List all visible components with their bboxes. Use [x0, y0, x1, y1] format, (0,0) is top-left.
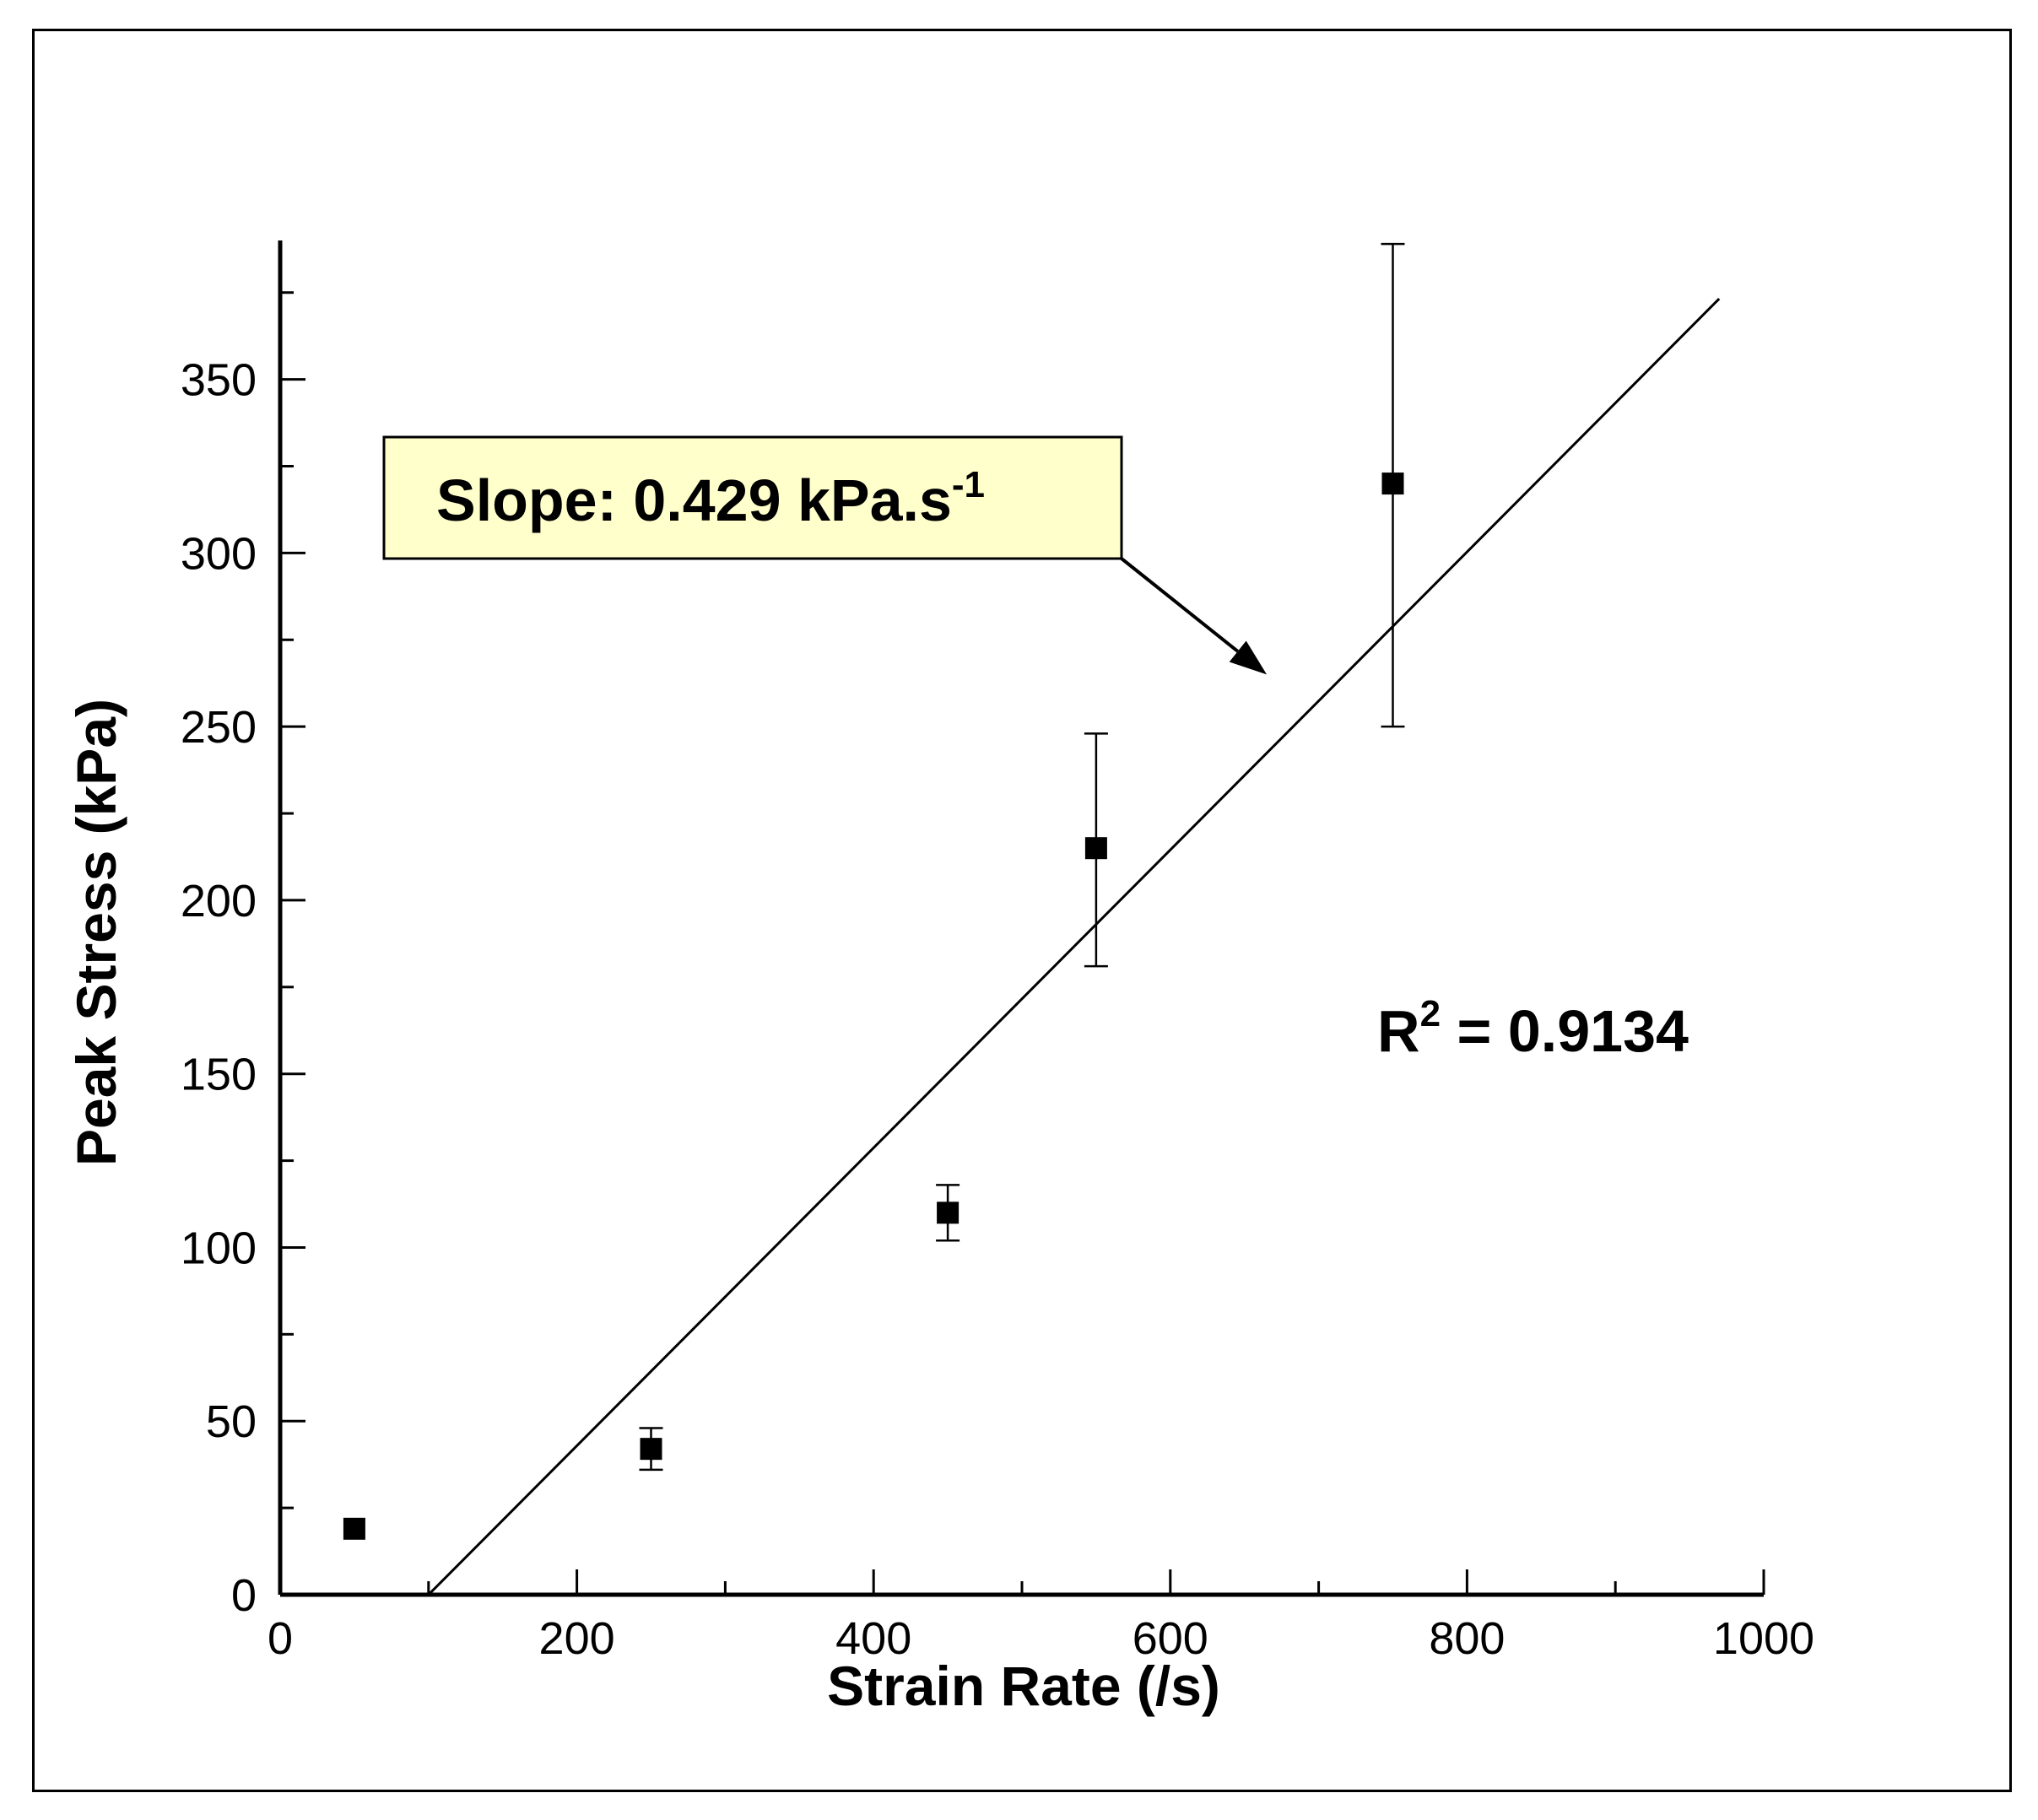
fit-line-group [427, 297, 1721, 1596]
y-axis-ticks: 0 50 100 150 200 250 300 350 [181, 291, 305, 1621]
r-squared-text: R2 = 0.9134 [1377, 993, 1689, 1064]
data-points [343, 242, 1405, 1540]
x-tick-label: 0 [268, 1613, 293, 1664]
y-tick-label: 300 [181, 528, 257, 579]
point-marker [937, 1202, 960, 1224]
slope-arrow-head [1229, 640, 1268, 675]
x-tick-label: 600 [1133, 1613, 1208, 1664]
y-tick-label: 150 [181, 1050, 257, 1100]
y-tick-label: 100 [181, 1223, 257, 1273]
y-axis-title: Peak Stress (kPa) [65, 699, 127, 1166]
y-tick-label: 200 [181, 876, 257, 926]
data-point [639, 1427, 663, 1472]
y-tick-label: 350 [181, 355, 257, 406]
data-point [1381, 242, 1405, 728]
data-point [936, 1184, 960, 1242]
data-point [1084, 732, 1108, 968]
slope-box [382, 435, 1123, 560]
slope-text: Slope: 0.429 kPa.s-1 [436, 464, 985, 533]
point-marker [1381, 473, 1404, 495]
point-marker [1084, 837, 1107, 860]
fit-line [427, 297, 1721, 1596]
x-tick-label: 1000 [1713, 1613, 1814, 1664]
y-tick-label: 50 [206, 1396, 257, 1447]
point-marker [343, 1517, 365, 1540]
slope-annotation: Slope: 0.429 kPa.s-1 [382, 435, 1268, 675]
slope-text-superscript: -1 [952, 464, 985, 505]
y-tick-label: 250 [181, 702, 257, 753]
point-marker [640, 1438, 662, 1461]
chart-frame [32, 29, 2012, 1792]
y-tick-label: 0 [231, 1570, 257, 1621]
x-tick-label: 400 [835, 1613, 911, 1664]
r-squared-value: = 0.9134 [1441, 998, 1689, 1064]
x-tick-label: 800 [1429, 1613, 1505, 1664]
x-axis-title: Strain Rate (/s) [827, 1655, 1220, 1717]
r-squared-superscript: 2 [1420, 993, 1441, 1034]
data-point [343, 1517, 365, 1540]
slope-text-main: Slope: 0.429 kPa.s [436, 467, 952, 533]
slope-arrow-line [1120, 557, 1239, 653]
r-squared-label: R [1377, 998, 1420, 1064]
x-tick-label: 200 [539, 1613, 615, 1664]
x-axis-ticks: 0 200 400 600 800 1000 [268, 1569, 1814, 1664]
